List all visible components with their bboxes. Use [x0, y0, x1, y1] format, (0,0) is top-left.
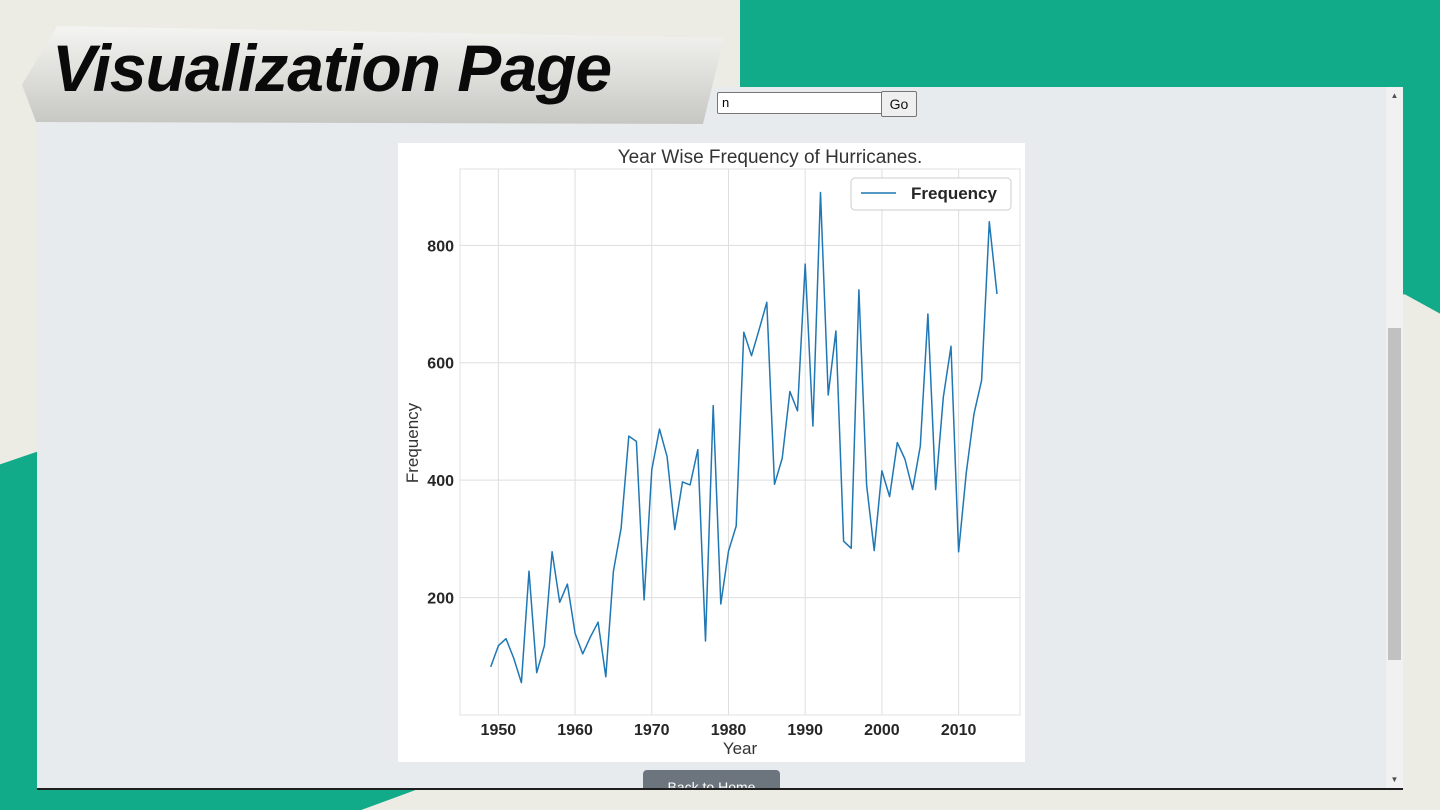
scroll-up-icon[interactable]: ▲ [1390, 91, 1399, 100]
legend-label: Frequency [911, 184, 998, 203]
x-tick-label: 2000 [864, 722, 900, 739]
legend-box [850, 177, 1012, 211]
go-button[interactable]: Go [881, 91, 917, 117]
hurricane-frequency-chart: 1950 1960 1970 1980 1990 2000 2010 200 400 600 800… [403, 147, 1021, 758]
scroll-down-icon[interactable]: ▼ [1390, 775, 1399, 784]
back-to-home-button[interactable]: Back to Home [643, 770, 780, 788]
y-tick-label: 200 [427, 591, 454, 608]
x-tick-label: 1970 [634, 722, 670, 739]
x-tick-label: 1950 [481, 722, 517, 739]
y-tick-label: 400 [427, 473, 454, 490]
y-tick-label: 800 [427, 238, 454, 255]
chart-card: 1950 1960 1970 1980 1990 2000 2010 200 400 600 800… [398, 143, 1025, 762]
scrollbar-thumb[interactable] [1388, 328, 1401, 660]
title-banner [22, 26, 724, 124]
series-line-frequency [489, 191, 998, 684]
select-value: n [722, 95, 730, 110]
x-tick-label: 1980 [711, 722, 747, 739]
y-tick-label: 600 [427, 356, 454, 373]
chart-title: Year Wise Frequency of Hurricanes. [618, 147, 922, 168]
vertical-scrollbar[interactable]: ▲ ▼ [1386, 87, 1403, 788]
page-title: Visualization Page [52, 31, 612, 105]
y-axis-label: Frequency [403, 402, 422, 483]
x-tick-label: 2010 [941, 722, 977, 739]
x-tick-label: 1990 [787, 722, 823, 739]
embedded-browser-frame: n ▼ Go 1950 1960 1970 1980 1990 2000 2010 200 40… [37, 87, 1403, 790]
x-tick-label: 1960 [557, 722, 593, 739]
x-axis-label: Year [723, 739, 758, 758]
